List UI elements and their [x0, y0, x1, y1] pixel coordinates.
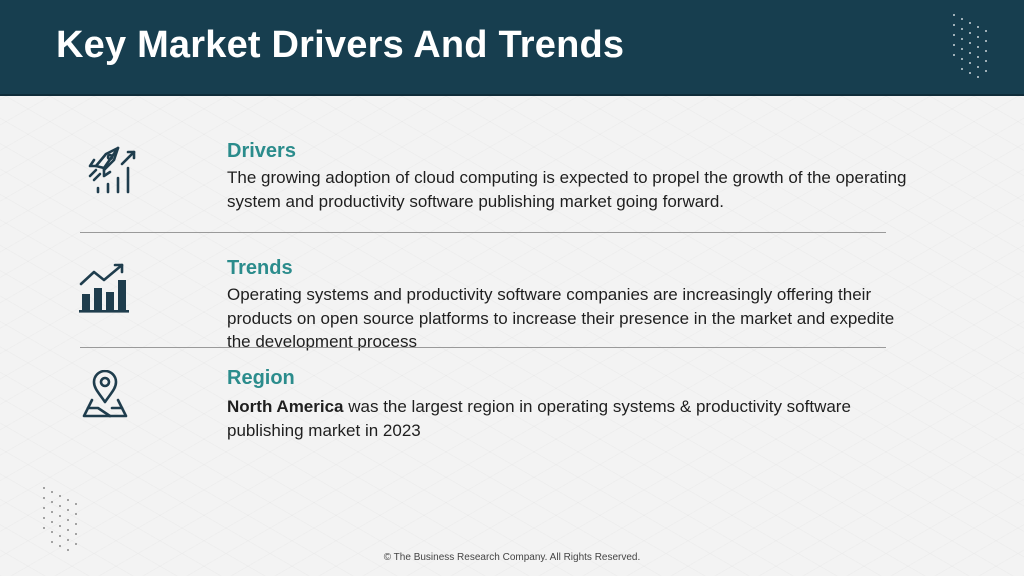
section-title-drivers: Drivers — [227, 140, 296, 162]
copyright-footer: © The Business Research Company. All Rig… — [383, 552, 641, 563]
region-text: was the largest region in operating syst… — [227, 397, 851, 440]
dot-pattern-decoration — [40, 485, 84, 560]
section-title-region: Region — [227, 367, 295, 389]
section-text-drivers: The growing adoption of cloud computing … — [227, 168, 907, 211]
section-text-region: North America was the largest region in … — [227, 395, 907, 442]
rocket-growth-icon — [86, 144, 142, 196]
bar-chart-up-icon — [78, 262, 132, 314]
map-pin-icon — [80, 370, 130, 420]
header-bar: Key Market Drivers And Trends — [0, 0, 1024, 96]
region-highlight: North America — [227, 397, 344, 416]
page-title: Key Market Drivers And Trends — [56, 24, 625, 66]
section-title-trends: Trends — [227, 257, 293, 279]
section-text-trends: Operating systems and productivity softw… — [227, 285, 895, 351]
section-divider — [80, 232, 886, 233]
section-divider — [80, 347, 886, 348]
dot-pattern-decoration — [950, 12, 994, 87]
